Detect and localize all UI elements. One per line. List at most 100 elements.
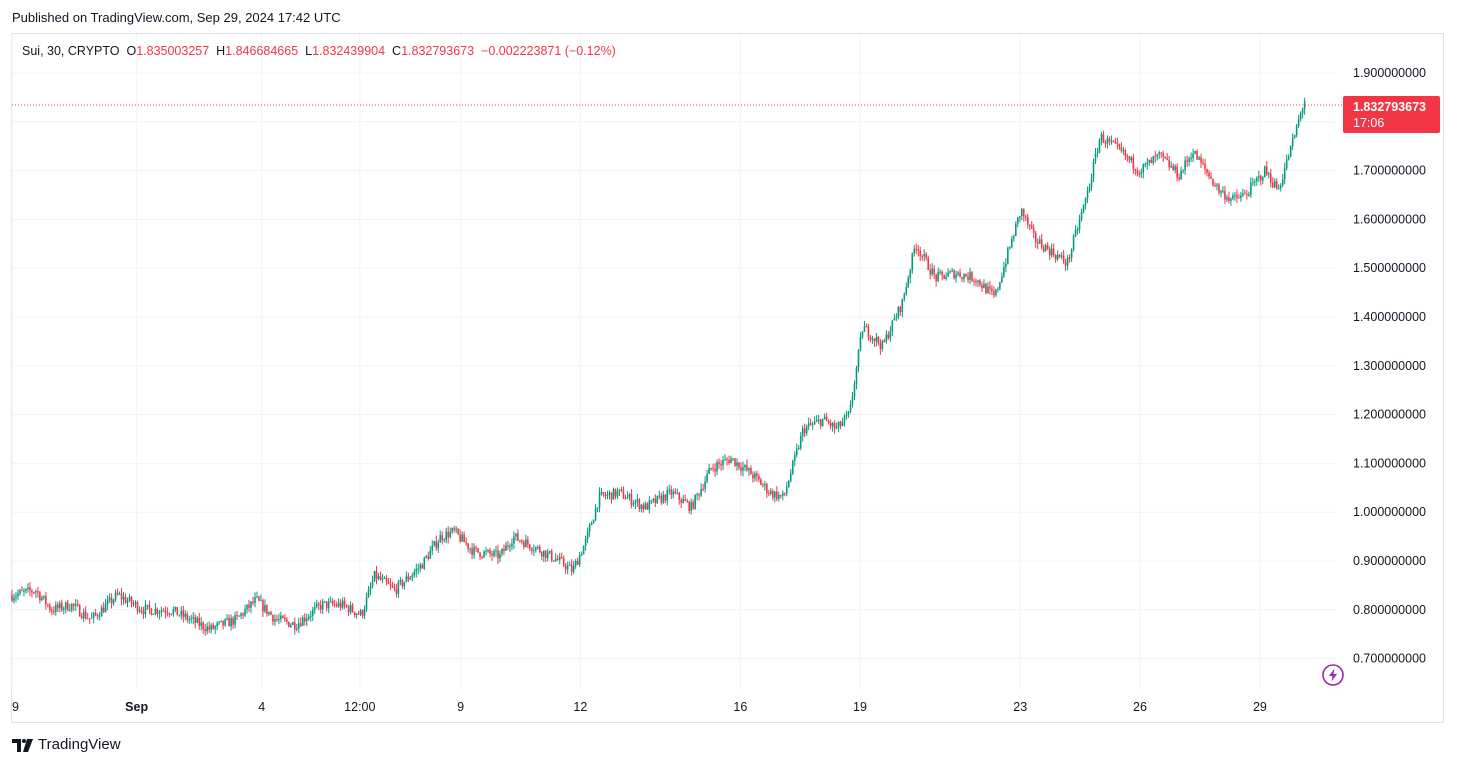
- candle-body: [347, 606, 350, 613]
- candle-body: [606, 494, 609, 497]
- candle-body: [60, 603, 63, 610]
- candle-body: [578, 554, 581, 565]
- candle-body: [598, 492, 601, 508]
- candle-body: [819, 419, 822, 426]
- candle-body: [1202, 162, 1204, 164]
- candle-body: [1190, 158, 1192, 160]
- candle-body: [355, 613, 358, 615]
- candle-body: [1275, 181, 1278, 189]
- candle-body: [620, 489, 623, 491]
- candle-body: [240, 613, 242, 616]
- tradingview-logo[interactable]: TradingView: [12, 736, 121, 753]
- lightning-bolt-icon[interactable]: [1321, 663, 1345, 687]
- candle-body: [704, 481, 706, 489]
- candle-body: [843, 415, 846, 422]
- candle-body: [921, 256, 924, 258]
- candle-body: [258, 596, 260, 601]
- candle-body: [1269, 173, 1272, 183]
- candle-body: [17, 593, 19, 597]
- candle-body: [903, 294, 906, 299]
- candle-body: [1007, 248, 1009, 264]
- candle-body: [895, 317, 898, 319]
- candle-body: [1090, 178, 1093, 187]
- candle-body: [41, 597, 43, 601]
- candle-body: [19, 590, 21, 594]
- candle-body: [1250, 182, 1252, 196]
- candle-body: [387, 581, 390, 584]
- candle-body: [728, 460, 730, 464]
- candle-body: [991, 288, 993, 292]
- candle-body: [299, 623, 302, 626]
- legend-symbol[interactable]: Sui, 30, CRYPTO: [22, 44, 120, 58]
- candle-body: [626, 496, 629, 499]
- candle-body: [829, 422, 832, 427]
- candle-body: [333, 604, 336, 606]
- candle-body: [967, 276, 969, 280]
- candle-body: [1158, 152, 1161, 155]
- candle-body: [927, 258, 929, 270]
- candle-body: [13, 597, 15, 601]
- candle-body: [144, 605, 147, 615]
- candle-body: [469, 548, 471, 550]
- candle-body: [280, 615, 282, 620]
- published-date: Published on TradingView.com, Sep 29, 20…: [12, 10, 341, 25]
- candle-body: [1242, 193, 1244, 196]
- candle-body: [178, 615, 181, 617]
- candle-body: [971, 272, 973, 281]
- candle-body: [780, 494, 782, 496]
- candle-body: [1046, 245, 1049, 249]
- candle-body: [758, 476, 760, 480]
- candle-body: [92, 612, 95, 618]
- candle-body: [580, 554, 583, 556]
- candle-body: [849, 404, 852, 412]
- candle-body: [106, 600, 109, 605]
- candle-body: [634, 501, 637, 504]
- candle-body: [995, 289, 997, 296]
- candle-body: [1303, 101, 1306, 110]
- candle-body: [1060, 255, 1063, 257]
- candle-body: [939, 271, 941, 273]
- candle-body: [39, 592, 41, 601]
- legend-close-label: C: [392, 44, 402, 58]
- candle-body: [1246, 194, 1248, 196]
- x-tick-label: 4: [258, 700, 265, 714]
- candle-body: [748, 468, 750, 471]
- candle-body: [1244, 193, 1246, 195]
- candle-body: [694, 494, 696, 509]
- candle-body: [345, 605, 348, 607]
- candle-body: [887, 334, 890, 339]
- tradingview-logo-text: TradingView: [38, 736, 121, 753]
- candle-body: [1248, 195, 1250, 197]
- candle-body: [76, 604, 79, 606]
- candle-body: [897, 306, 900, 318]
- candle-body: [335, 604, 338, 607]
- candle-body: [513, 536, 515, 544]
- candle-body: [192, 617, 195, 619]
- candle-body: [108, 597, 111, 601]
- candle-body: [1176, 166, 1178, 178]
- candle-body: [949, 271, 951, 273]
- candle-body: [292, 622, 294, 625]
- candle-body: [762, 484, 764, 486]
- candle-body: [1036, 242, 1039, 244]
- candle-body: [45, 595, 47, 605]
- candle-body: [242, 613, 244, 616]
- y-tick-label: 1.200000000: [1353, 408, 1426, 422]
- candle-body: [787, 481, 790, 488]
- candle-body: [839, 421, 842, 426]
- candle-body: [1108, 138, 1111, 142]
- candle-body: [847, 411, 850, 415]
- candle-body: [851, 396, 854, 405]
- candle-body: [288, 621, 290, 627]
- candle-body: [736, 462, 738, 466]
- candle-body: [1003, 267, 1005, 277]
- candle-body: [1293, 135, 1296, 138]
- candle-body: [702, 488, 704, 490]
- candle-body: [365, 597, 368, 610]
- candle-body: [929, 269, 931, 275]
- candle-body: [260, 600, 262, 602]
- candle-body: [21, 590, 23, 592]
- candle-body: [339, 602, 342, 608]
- candle-body: [684, 499, 686, 501]
